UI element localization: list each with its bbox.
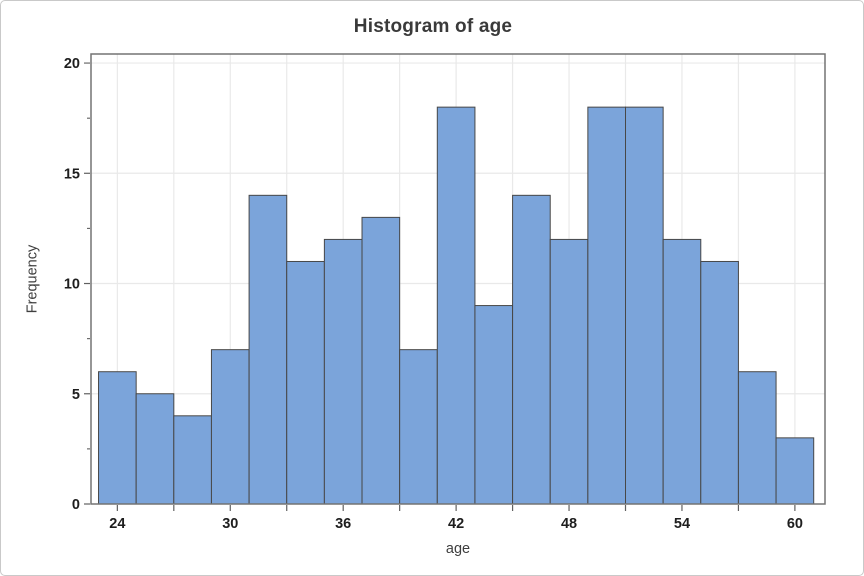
histogram-bar — [737, 371, 777, 505]
histogram-bar — [436, 106, 476, 505]
histogram-bar — [399, 349, 438, 505]
x-tick-label: 54 — [674, 516, 690, 532]
y-tick-label: 10 — [64, 277, 80, 293]
x-tick-label: 30 — [222, 516, 238, 532]
histogram-bar — [775, 437, 815, 505]
x-tick-label: 42 — [448, 516, 464, 532]
histogram-bar — [135, 393, 175, 505]
histogram-bar — [323, 238, 363, 505]
histogram-bar — [210, 349, 250, 505]
histogram-bar — [98, 371, 137, 505]
histogram-bar — [662, 238, 702, 505]
histogram-bar — [625, 106, 664, 505]
x-tick-label: 60 — [787, 516, 803, 532]
x-tick-label: 36 — [335, 516, 351, 532]
histogram-bar — [549, 238, 589, 505]
y-tick-label: 15 — [64, 166, 80, 182]
plot-frame — [90, 53, 826, 505]
histogram-bar — [361, 216, 401, 505]
histogram-bar — [512, 194, 551, 505]
x-tick-label: 48 — [561, 516, 577, 532]
histogram-bar — [474, 305, 514, 505]
histogram-bar — [286, 260, 325, 505]
histogram-bar — [700, 260, 739, 505]
x-tick-label: 24 — [109, 516, 125, 532]
histogram-bar — [587, 106, 627, 505]
y-tick-label: 0 — [72, 497, 80, 513]
histogram-bar — [173, 415, 212, 505]
y-tick-label: 20 — [64, 56, 80, 72]
x-axis-label: age — [445, 541, 471, 557]
histogram-bar — [248, 194, 288, 505]
y-tick-label: 5 — [72, 387, 80, 403]
chart-title: Histogram of age — [353, 16, 513, 37]
